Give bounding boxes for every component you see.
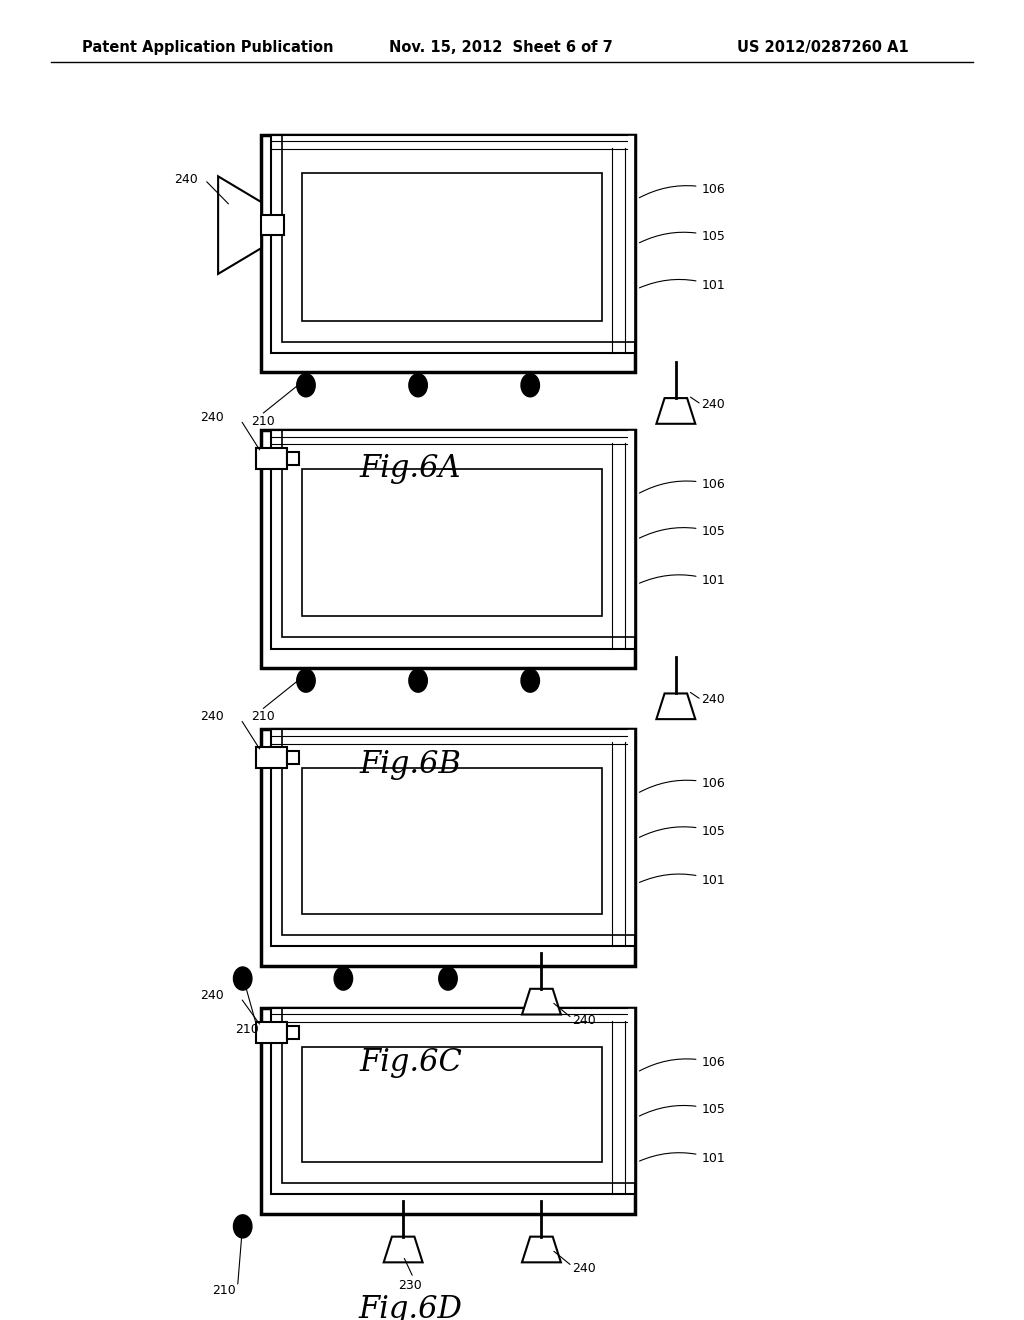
Bar	[261, 215, 284, 235]
Bar	[261, 135, 635, 372]
Polygon shape	[218, 177, 261, 275]
Polygon shape	[522, 1237, 561, 1262]
Circle shape	[233, 968, 252, 990]
Text: 210: 210	[212, 1284, 236, 1298]
Text: 106: 106	[639, 1056, 725, 1071]
Circle shape	[438, 968, 457, 990]
Bar	[287, 453, 299, 465]
Circle shape	[409, 374, 427, 397]
Text: 105: 105	[639, 230, 725, 243]
Polygon shape	[384, 1237, 423, 1262]
Polygon shape	[656, 693, 695, 719]
Bar	[282, 430, 635, 638]
Text: 240: 240	[200, 710, 223, 723]
Bar	[271, 730, 635, 946]
Bar	[261, 1008, 635, 1213]
Circle shape	[521, 669, 540, 692]
Circle shape	[233, 1214, 252, 1238]
Text: 101: 101	[639, 1152, 725, 1166]
Bar	[256, 1023, 287, 1043]
Circle shape	[297, 669, 315, 692]
Text: 105: 105	[639, 825, 725, 838]
Text: 240: 240	[174, 173, 198, 186]
Bar	[287, 751, 299, 764]
Bar	[271, 430, 635, 648]
Polygon shape	[522, 989, 561, 1015]
Text: 240: 240	[572, 1262, 596, 1275]
Text: Fig.6B: Fig.6B	[359, 748, 462, 780]
Text: 101: 101	[639, 279, 725, 292]
Bar	[261, 730, 635, 966]
Text: 106: 106	[639, 182, 725, 198]
Text: Fig.6C: Fig.6C	[359, 1047, 462, 1077]
Text: 240: 240	[701, 693, 725, 706]
Text: 210: 210	[236, 1023, 259, 1036]
Bar	[256, 747, 287, 768]
Text: 240: 240	[200, 411, 223, 424]
Bar	[271, 1008, 635, 1195]
Text: 240: 240	[572, 1014, 596, 1027]
Polygon shape	[656, 399, 695, 424]
Text: 106: 106	[639, 478, 725, 494]
Circle shape	[297, 374, 315, 397]
Text: Nov. 15, 2012  Sheet 6 of 7: Nov. 15, 2012 Sheet 6 of 7	[389, 40, 613, 55]
Bar	[256, 449, 287, 469]
Bar	[282, 135, 635, 342]
Text: US 2012/0287260 A1: US 2012/0287260 A1	[737, 40, 909, 55]
Bar	[302, 173, 602, 321]
Circle shape	[521, 374, 540, 397]
Text: 101: 101	[639, 874, 725, 887]
Text: 101: 101	[639, 574, 725, 587]
Text: 210: 210	[251, 710, 274, 723]
Text: 105: 105	[639, 1104, 725, 1117]
Bar	[282, 1008, 635, 1183]
Text: 105: 105	[639, 525, 725, 539]
Circle shape	[409, 669, 427, 692]
Bar	[302, 768, 602, 915]
Bar	[261, 430, 635, 668]
Bar	[302, 469, 602, 616]
Bar	[282, 730, 635, 935]
Text: 240: 240	[200, 989, 223, 1002]
Text: 240: 240	[701, 399, 725, 411]
Text: Fig.6A: Fig.6A	[359, 453, 462, 484]
Circle shape	[334, 968, 352, 990]
Text: 210: 210	[251, 414, 274, 428]
Text: 106: 106	[639, 777, 725, 792]
Bar	[287, 1027, 299, 1039]
Bar	[271, 135, 635, 354]
Text: Patent Application Publication: Patent Application Publication	[82, 40, 334, 55]
Bar	[302, 1047, 602, 1162]
Text: 230: 230	[398, 1279, 422, 1292]
Text: Fig.6D: Fig.6D	[358, 1295, 463, 1320]
